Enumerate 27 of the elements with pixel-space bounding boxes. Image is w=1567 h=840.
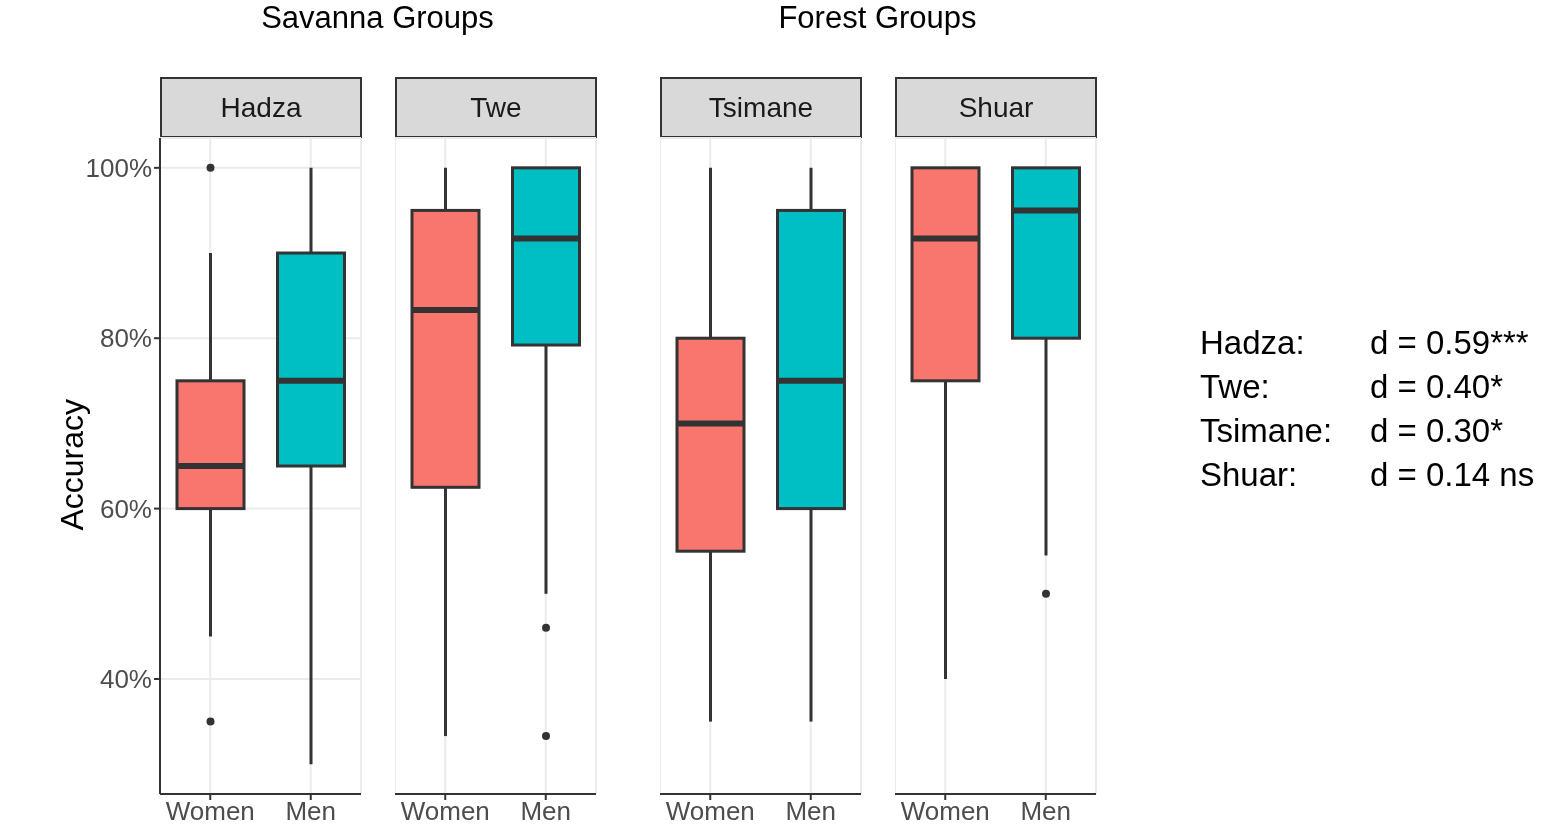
x-tick-label: Men	[285, 796, 337, 827]
x-tick-label: Women	[165, 796, 255, 827]
x-tick-label: Women	[665, 796, 755, 827]
text: Savanna Groups	[260, 0, 495, 36]
chart-title: Twe	[395, 77, 597, 138]
x-tick-label: Men	[520, 796, 572, 827]
text: Forest Groups	[777, 0, 978, 36]
y-tick-label: 40%	[99, 664, 152, 695]
text: d = 0.30*	[1370, 411, 1505, 451]
x-tick-label: Women	[400, 796, 490, 827]
y-tick-label: 100%	[85, 153, 152, 184]
x-tick-label: Men	[1020, 796, 1072, 827]
chart-title: Tsimane	[660, 77, 862, 138]
text: d = 0.59***	[1370, 323, 1530, 363]
text: Twe:	[1200, 367, 1271, 407]
chart-title: Shuar	[895, 77, 1097, 138]
x-tick-label: Men	[785, 796, 837, 827]
text: Hadza:	[1200, 323, 1306, 363]
y-tick-label: 60%	[99, 493, 152, 524]
text: Tsimane:	[1200, 411, 1334, 451]
text: Shuar:	[1200, 455, 1299, 495]
chart-title: Hadza	[160, 77, 362, 138]
x-tick-label: Women	[900, 796, 990, 827]
text: d = 0.40*	[1370, 367, 1505, 407]
y-axis-title: Accuracy	[53, 399, 91, 531]
text: d = 0.14 ns	[1370, 455, 1535, 495]
y-tick-label: 80%	[99, 323, 152, 354]
